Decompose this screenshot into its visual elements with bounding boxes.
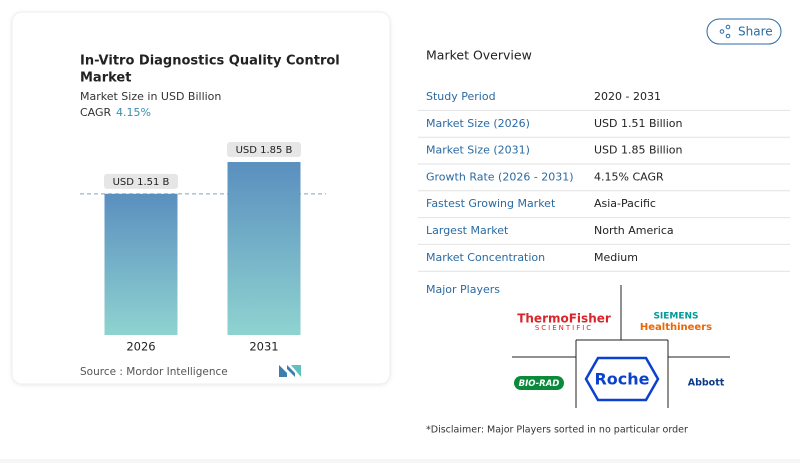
logo-thermofisher: ThermoFisher xyxy=(517,312,611,326)
row-label: Market Concentration xyxy=(426,251,545,264)
disclaimer: *Disclaimer: Major Players sorted in no … xyxy=(426,425,688,436)
logo-healthineers: Healthineers xyxy=(640,322,712,333)
row-label: Fastest Growing Market xyxy=(426,197,556,210)
value-label: USD 1.85 B xyxy=(236,145,293,156)
share-icon xyxy=(725,24,731,30)
share-icon xyxy=(719,29,725,34)
logo-biorad: BIO-RAD xyxy=(519,379,560,389)
row-value: 2020 - 2031 xyxy=(594,90,661,103)
x-tick-label: 2031 xyxy=(249,340,278,354)
row-label: Market Size (2026) xyxy=(426,117,530,130)
share-button[interactable]: Share xyxy=(706,18,782,45)
logo-roche: Roche xyxy=(594,370,649,389)
cagr-label: CAGR xyxy=(80,106,112,119)
bar xyxy=(227,162,301,335)
row-value: USD 1.85 Billion xyxy=(594,144,682,157)
x-tick-label: 2026 xyxy=(126,340,155,354)
source: Source : Mordor Intelligence xyxy=(80,366,228,378)
logo-siemens: SIEMENS xyxy=(653,312,698,322)
overview-title: Market Overview xyxy=(426,48,532,63)
bar xyxy=(104,193,178,335)
row-value: Medium xyxy=(594,251,638,264)
value-label-bg xyxy=(104,173,178,189)
row-label: Largest Market xyxy=(426,224,509,237)
logo-abbott: Abbott xyxy=(688,378,725,389)
chart-title: In-Vitro Diagnostics Quality Control xyxy=(80,54,340,69)
share-border[interactable] xyxy=(706,18,782,45)
cagr-value: 4.15% xyxy=(116,106,151,119)
chart-title: Market xyxy=(80,71,131,86)
logo-roche-hex xyxy=(584,356,660,402)
chart: USD 1.51 B 2026 USD 1.85 B 2031 xyxy=(80,142,326,354)
overview-table: Study Period 2020 - 2031 Market Size (2026… xyxy=(418,90,790,272)
row-label: Study Period xyxy=(426,90,496,103)
logo-biorad-bg xyxy=(514,376,564,390)
row-value: USD 1.51 Billion xyxy=(594,117,682,130)
row-label: Market Size (2031) xyxy=(426,144,530,157)
row-value: 4.15% CAGR xyxy=(594,170,664,183)
logo-thermofisher-sub: SCIENTIFIC xyxy=(535,324,593,332)
row-value: North America xyxy=(594,224,674,237)
chart-subtitle: Market Size in USD Billion xyxy=(80,90,221,103)
value-label-bg xyxy=(227,142,301,158)
row-value: Asia-Pacific xyxy=(594,197,656,210)
player-grid xyxy=(512,285,730,408)
share-label[interactable]: Share xyxy=(738,25,773,39)
value-label: USD 1.51 B xyxy=(113,177,170,188)
row-label: Growth Rate (2026 - 2031) xyxy=(426,170,574,183)
source-logo xyxy=(279,365,301,377)
share-icon xyxy=(725,33,731,39)
players-title: Major Players xyxy=(426,283,500,296)
